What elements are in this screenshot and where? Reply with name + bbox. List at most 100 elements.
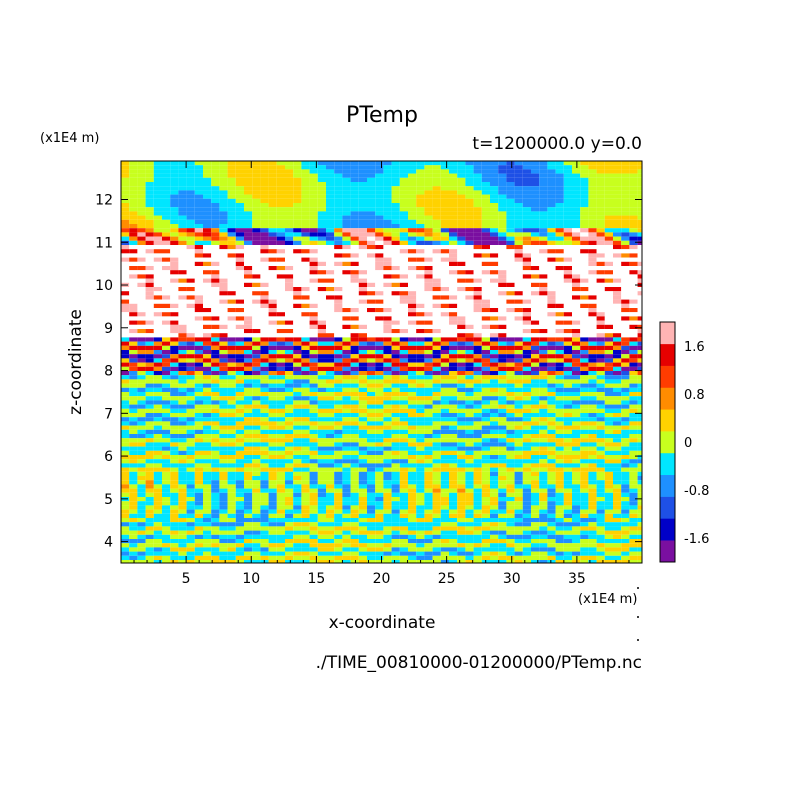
heatmap-cell: [604, 274, 613, 279]
heatmap-cell: [121, 345, 130, 350]
heatmap-cell: [531, 476, 540, 481]
heatmap-cell: [629, 232, 638, 237]
heatmap-cell: [211, 215, 220, 220]
heatmap-cell: [162, 404, 171, 409]
heatmap-cell: [481, 362, 490, 367]
heatmap-cell: [613, 245, 622, 250]
heatmap-cell: [219, 417, 228, 422]
heatmap-cell: [309, 224, 318, 229]
heatmap-cell: [588, 350, 597, 355]
heatmap-cell: [252, 270, 261, 275]
heatmap-cell: [449, 434, 458, 439]
heatmap-cell: [252, 257, 261, 262]
heatmap-cell: [498, 434, 507, 439]
heatmap-cell: [367, 455, 376, 460]
heatmap-cell: [235, 282, 244, 287]
heatmap-cell: [432, 161, 441, 166]
heatmap-cell: [596, 169, 605, 174]
heatmap-cell: [367, 333, 376, 338]
heatmap-cell: [317, 182, 326, 187]
heatmap-cell: [285, 215, 294, 220]
heatmap-cell: [473, 274, 482, 279]
heatmap-cell: [194, 224, 203, 229]
heatmap-cell: [588, 165, 597, 170]
heatmap-cell: [563, 350, 572, 355]
heatmap-cell: [276, 177, 285, 182]
heatmap-cell: [268, 316, 277, 321]
heatmap-cell: [637, 253, 642, 258]
heatmap-cell: [260, 375, 269, 380]
heatmap-cell: [580, 282, 589, 287]
heatmap-cell: [563, 249, 572, 254]
heatmap-cell: [522, 345, 531, 350]
heatmap-cell: [580, 446, 589, 451]
heatmap-cell: [285, 450, 294, 455]
heatmap-cell: [235, 392, 244, 397]
heatmap-cell: [178, 371, 187, 376]
heatmap-cell: [408, 366, 417, 371]
heatmap-cell: [153, 295, 162, 300]
heatmap-cell: [473, 459, 482, 464]
heatmap-cell: [326, 295, 335, 300]
heatmap-cell: [490, 253, 499, 258]
heatmap-cell: [416, 455, 425, 460]
heatmap-cell: [326, 274, 335, 279]
heatmap-cell: [309, 434, 318, 439]
heatmap-cell: [244, 232, 253, 237]
heatmap-cell: [227, 182, 236, 187]
heatmap-cell: [326, 392, 335, 397]
heatmap-cell: [162, 446, 171, 451]
heatmap-cell: [129, 261, 138, 266]
heatmap-cell: [596, 471, 605, 476]
heatmap-cell: [350, 287, 359, 292]
heatmap-cell: [375, 320, 384, 325]
heatmap-cell: [358, 429, 367, 434]
heatmap-cell: [596, 450, 605, 455]
heatmap-cell: [457, 278, 466, 283]
heatmap-cell: [481, 404, 490, 409]
heatmap-cell: [121, 421, 130, 426]
heatmap-cell: [301, 446, 310, 451]
heatmap-cell: [334, 324, 343, 329]
heatmap-cell: [457, 421, 466, 426]
heatmap-cell: [260, 463, 269, 468]
heatmap-cell: [153, 417, 162, 422]
heatmap-cell: [326, 215, 335, 220]
heatmap-cell: [514, 463, 523, 468]
heatmap-cell: [481, 228, 490, 233]
heatmap-cell: [121, 350, 130, 355]
heatmap-cell: [432, 362, 441, 367]
heatmap-cell: [408, 358, 417, 363]
heatmap-cell: [440, 404, 449, 409]
heatmap-cell: [432, 438, 441, 443]
heatmap-cell: [457, 203, 466, 208]
heatmap-cell: [211, 236, 220, 241]
heatmap-cell: [572, 421, 581, 426]
heatmap-cell: [178, 375, 187, 380]
heatmap-cell: [342, 177, 351, 182]
heatmap-cell: [408, 476, 417, 481]
heatmap-cell: [555, 303, 564, 308]
heatmap-cell: [506, 190, 515, 195]
heatmap-cell: [129, 177, 138, 182]
heatmap-cell: [391, 463, 400, 468]
heatmap-cell: [457, 480, 466, 485]
heatmap-cell: [514, 173, 523, 178]
heatmap-cell: [145, 203, 154, 208]
heatmap-cell: [211, 308, 220, 313]
heatmap-cell: [637, 387, 642, 392]
heatmap-cell: [399, 211, 408, 216]
heatmap-cell: [178, 450, 187, 455]
heatmap-cell: [391, 215, 400, 220]
heatmap-cell: [260, 308, 269, 313]
heatmap-cell: [588, 480, 597, 485]
heatmap-cell: [399, 396, 408, 401]
heatmap-cell: [588, 295, 597, 300]
heatmap-cell: [162, 270, 171, 275]
heatmap-cell: [137, 186, 146, 191]
heatmap-cell: [293, 455, 302, 460]
heatmap-cell: [162, 253, 171, 258]
heatmap-cell: [260, 274, 269, 279]
heatmap-cell: [309, 366, 318, 371]
heatmap-cell: [514, 480, 523, 485]
